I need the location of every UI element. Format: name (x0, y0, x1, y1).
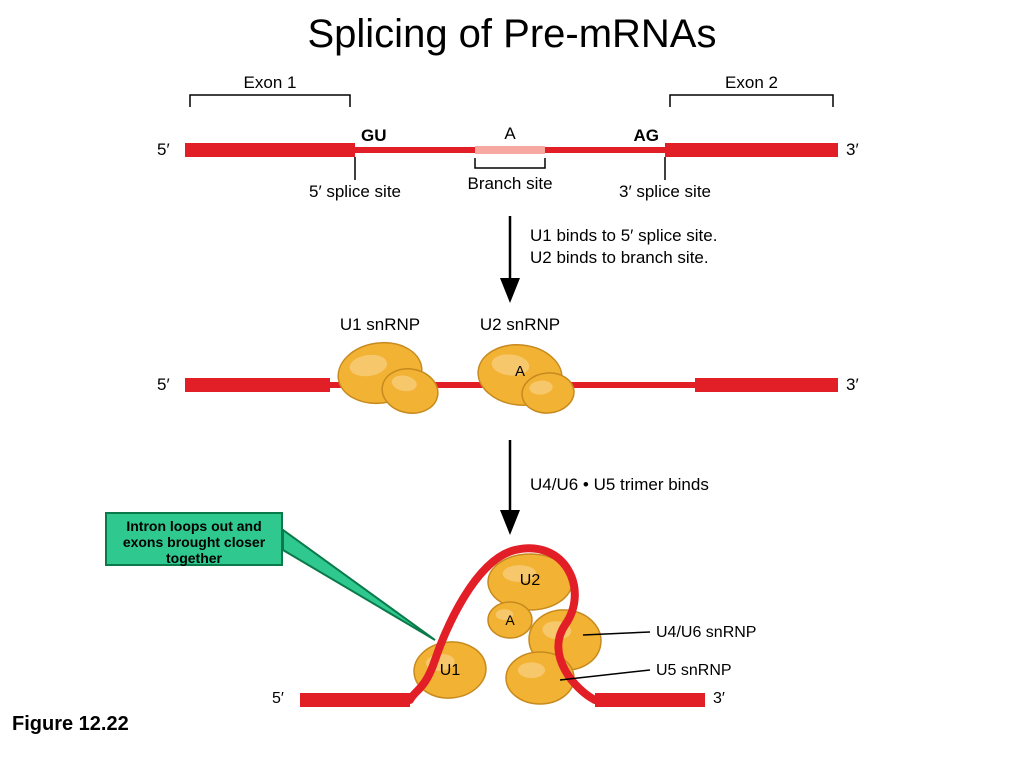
ag-label: AG (634, 126, 660, 146)
a-label-s3: A (505, 612, 514, 628)
transition1-line2: U2 binds to branch site. (530, 248, 709, 268)
transition1-line1: U1 binds to 5′ splice site. (530, 226, 717, 246)
a-label-s2: A (515, 363, 525, 380)
u5-label: U5 snRNP (656, 662, 732, 680)
u2-snrnp-label: U2 snRNP (480, 315, 560, 335)
u1-label-s3: U1 (440, 662, 460, 680)
splicing-diagram (0, 0, 1024, 768)
splice5-label: 5′ splice site (309, 182, 401, 202)
exon2-label: Exon 2 (725, 73, 778, 93)
u4u6-label: U4/U6 snRNP (656, 624, 756, 642)
splice3-label: 3′ splice site (619, 182, 711, 202)
u2-label-s3: U2 (520, 572, 540, 590)
three-prime-s1: 3′ (846, 140, 859, 160)
a-label-s1: A (504, 124, 515, 144)
five-prime-s2: 5′ (157, 375, 170, 395)
gu-label: GU (361, 126, 387, 146)
three-prime-s3: 3′ (713, 690, 725, 708)
u1-snrnp-label: U1 snRNP (340, 315, 420, 335)
five-prime-s1: 5′ (157, 140, 170, 160)
five-prime-s3: 5′ (272, 690, 284, 708)
transition2-line1: U4/U6 • U5 trimer binds (530, 475, 709, 495)
branch-label: Branch site (467, 174, 552, 194)
exon1-label: Exon 1 (244, 73, 297, 93)
three-prime-s2: 3′ (846, 375, 859, 395)
